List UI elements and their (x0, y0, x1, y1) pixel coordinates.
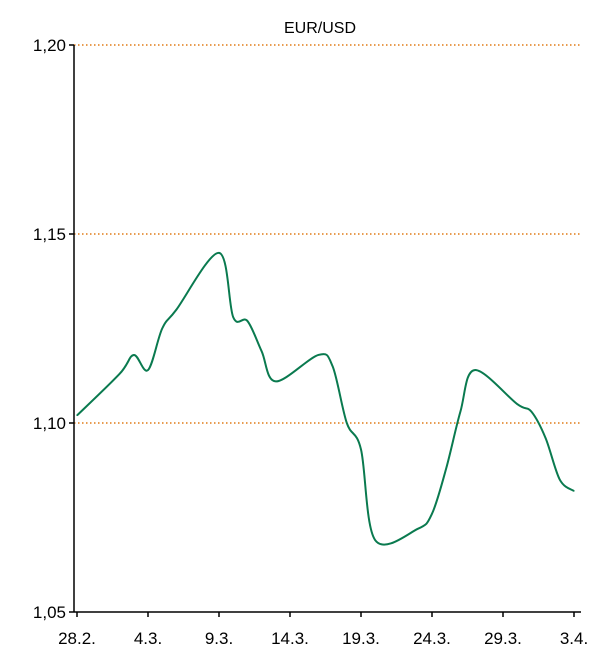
y-tick-label-3: 1,20 (33, 36, 66, 55)
axes (73, 45, 581, 613)
data-point-6 (218, 252, 220, 254)
y-tick-label-1: 1,10 (33, 414, 66, 433)
y-tick-labels: 1,05 1,10 1,15 1,20 (33, 36, 74, 622)
x-tick-label-4: 19.3. (342, 629, 380, 648)
x-tick-labels: 28.2. 4.3. 9.3. 14.3. 19.3. 24.3. 29.3. 3.4. (58, 612, 588, 648)
data-point-19 (459, 411, 461, 413)
data-point-5 (175, 309, 177, 311)
x-tick-label-7: 3.4. (560, 629, 588, 648)
data-point-21 (516, 403, 518, 405)
data-point-23 (545, 437, 547, 439)
data-point-4 (161, 327, 163, 330)
grid-lines (74, 44, 581, 424)
data-point-22 (530, 411, 533, 413)
chart-title: EUR/USD (284, 20, 356, 37)
data-point-13 (346, 422, 348, 424)
x-tick-label-1: 4.3. (134, 629, 162, 648)
x-tick-label-3: 14.3. (271, 629, 309, 648)
data-point-2 (133, 354, 135, 356)
y-tick-label-0: 1,05 (33, 603, 66, 622)
y-tick-label-2: 1,15 (33, 225, 66, 244)
x-tick-label-6: 29.3. (484, 629, 522, 648)
data-point-9 (261, 350, 263, 352)
data-point-25 (573, 490, 575, 492)
data-point-7 (232, 316, 234, 318)
data-point-1 (119, 373, 121, 375)
series-group (76, 251, 575, 546)
x-tick-label-0: 28.2. (58, 629, 96, 648)
x-tick-label-2: 9.3. (205, 629, 233, 648)
data-point-15 (374, 539, 376, 541)
data-point-3 (147, 369, 149, 371)
data-point-14 (360, 448, 362, 451)
x-tick-label-5: 24.3. (413, 629, 451, 648)
data-point-24 (559, 479, 561, 481)
data-point-20 (474, 369, 476, 371)
data-point-8 (246, 320, 248, 322)
data-point-18 (445, 467, 447, 469)
data-point-16 (417, 528, 419, 530)
data-point-11 (317, 354, 319, 356)
data-point-0 (76, 414, 78, 417)
data-point-10 (275, 380, 277, 383)
data-point-17 (431, 513, 433, 515)
data-point-12 (332, 365, 334, 367)
series-line-0 (76, 251, 575, 546)
